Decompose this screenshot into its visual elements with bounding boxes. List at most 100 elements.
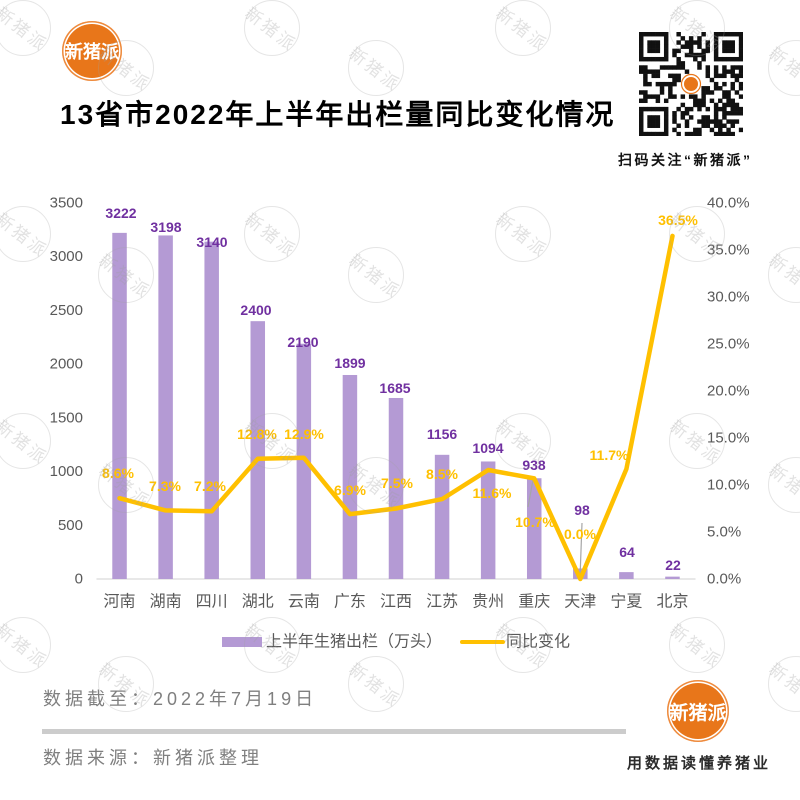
brand-slogan: 用数据读懂养猪业 [627, 755, 772, 772]
brand-logo-text: 新猪派 [65, 42, 119, 62]
bar-data-label: 64 [619, 544, 635, 560]
line-data-label: 8.6% [102, 465, 134, 481]
x-tick-label: 宁夏 [610, 593, 642, 611]
legend-line-label: 同比变化 [506, 633, 570, 651]
bar [158, 235, 173, 580]
left-y-axis: 0 500 1000 1500 2000 2500 3000 3500 [50, 195, 83, 588]
x-tick-label: 云南 [288, 593, 320, 611]
line-data-label: 7.2% [194, 478, 226, 494]
bar-data-label: 2190 [287, 334, 318, 350]
qr-center-logo-icon [684, 77, 698, 91]
bar [480, 461, 496, 579]
x-tick-label: 四川 [196, 594, 228, 611]
y2-tick-label: 10.0% [707, 477, 750, 494]
line-series [117, 233, 675, 582]
watermark-text: 新猪派 [345, 43, 405, 96]
line-data-label: 7.3% [149, 478, 181, 494]
watermark-text: 新猪派 [765, 43, 800, 96]
line-data-label: 10.7% [515, 514, 555, 530]
x-tick-label: 江苏 [426, 593, 458, 611]
bar [204, 241, 219, 579]
y2-tick-label: 35.0% [707, 242, 750, 259]
qr-code-icon [639, 32, 743, 136]
bar-data-label: 3222 [105, 205, 136, 221]
bar-data-labels: 3222 3198 3140 2400 2190 1899 1685 1156 1094 938 9… [105, 205, 681, 573]
line-data-label: 6.9% [334, 482, 366, 498]
bar-data-label: 938 [522, 457, 546, 473]
right-y-axis: 0.0% 5.0% 10.0% 15.0% 20.0% 25.0% 30.0% 35.0% 40… [707, 195, 750, 588]
line-data-label: 0.0% [564, 526, 596, 542]
line-data-label: 11.7% [590, 447, 629, 463]
y-tick-label: 1000 [50, 463, 83, 480]
x-tick-label: 天津 [564, 593, 596, 611]
y2-tick-label: 25.0% [707, 336, 750, 353]
y2-tick-label: 30.0% [707, 289, 750, 306]
brand-logo-footer-text: 新猪派 [669, 702, 727, 724]
bar [112, 232, 127, 579]
y2-tick-label: 20.0% [707, 383, 750, 400]
watermark-icon: 新猪派 [241, 0, 300, 56]
bar-data-label: 1156 [427, 426, 458, 442]
legend: 上半年生猪出栏（万头） 同比变化 [222, 633, 570, 651]
y2-tick-label: 15.0% [707, 430, 750, 447]
watermark-text: 新猪派 [241, 3, 301, 56]
legend-bar-label: 上半年生猪出栏（万头） [266, 633, 442, 651]
bar-series [112, 232, 680, 580]
bar-data-label: 2400 [240, 302, 271, 318]
x-tick-label: 湖北 [242, 593, 274, 611]
y-tick-label: 0 [75, 571, 83, 588]
y-tick-label: 1500 [50, 409, 83, 426]
watermark-icon: 新猪派 [492, 0, 551, 56]
bar [250, 321, 266, 579]
bar-data-label: 1094 [472, 440, 503, 456]
bar [342, 374, 358, 579]
bar-data-label: 22 [665, 557, 681, 573]
bar-data-label: 98 [574, 502, 590, 518]
bar-data-label: 1899 [334, 355, 365, 371]
footer-divider [42, 729, 626, 734]
bar [665, 576, 680, 579]
brand-logo: 新猪派 [62, 21, 122, 81]
combo-chart: 0 500 1000 1500 2000 2500 3000 3500 0.0% 5.0% 10.0… [50, 195, 750, 651]
watermark-icon: 新猪派 [765, 656, 800, 712]
x-tick-label: 北京 [656, 593, 688, 611]
bar [434, 454, 450, 579]
line-data-label: 12.8% [237, 426, 277, 442]
watermark-text: 新猪派 [492, 3, 552, 56]
bar-data-label: 1685 [379, 380, 410, 396]
y-tick-label: 3000 [50, 248, 83, 265]
data-cutoff-note: 数据截至：2022年7月19日 [43, 689, 318, 709]
leader-line [527, 479, 534, 508]
watermark-text: 新猪派 [0, 3, 52, 56]
data-source-note: 数据来源：新猪派整理 [43, 748, 263, 768]
line-data-label: 7.5% [381, 475, 413, 491]
legend-bar-swatch [222, 637, 262, 647]
line-data-labels: 8.6%7.3% 7.2%12.8% 12.9%6.9% 7.5%8.5%11.6%1… [102, 212, 698, 542]
line-data-label: 11.6% [473, 485, 512, 501]
x-tick-label: 江西 [380, 593, 412, 611]
leader-line [579, 522, 583, 579]
x-axis: 河南 湖南 四川 湖北 云南 广东 江西 江苏 贵州 重庆 天津 宁夏 北京 [104, 593, 689, 611]
watermark-icon: 新猪派 [765, 40, 800, 96]
y-tick-label: 500 [58, 517, 83, 534]
x-tick-label: 贵州 [472, 593, 504, 611]
chart-title: 13省市2022年上半年出栏量同比变化情况 [60, 99, 616, 130]
x-tick-label: 重庆 [518, 593, 550, 611]
bar [526, 478, 542, 579]
y-tick-label: 2000 [50, 356, 83, 373]
watermark-text: 新猪派 [765, 659, 800, 712]
y2-tick-label: 5.0% [707, 524, 741, 541]
watermark-text: 新猪派 [345, 659, 405, 712]
x-tick-label: 湖南 [150, 593, 182, 611]
y2-tick-label: 0.0% [707, 571, 741, 588]
bar-data-label: 3198 [150, 219, 181, 235]
watermark-icon: 新猪派 [0, 0, 51, 56]
brand-logo-footer: 新猪派 [667, 680, 729, 742]
y2-tick-label: 40.0% [707, 195, 750, 212]
bar [619, 572, 634, 579]
line-data-label: 8.5% [426, 466, 458, 482]
bar [388, 397, 404, 579]
bar [296, 343, 312, 579]
line-data-label: 12.9% [284, 426, 324, 442]
x-tick-label: 河南 [104, 593, 136, 611]
